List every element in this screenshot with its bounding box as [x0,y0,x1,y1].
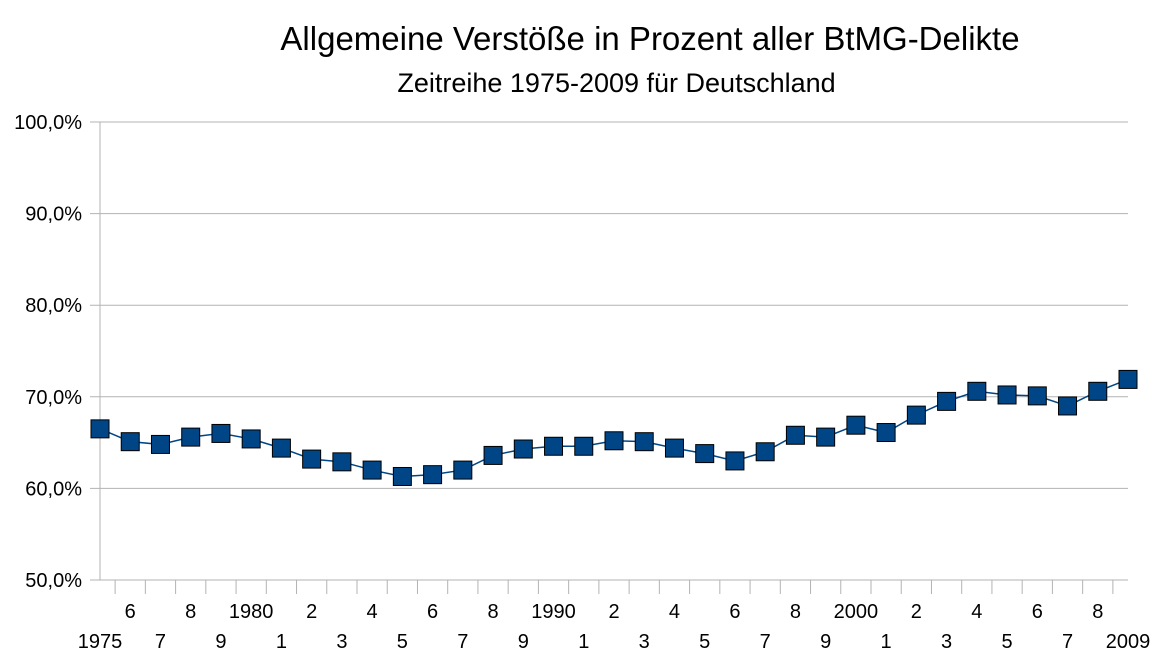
y-tick-label: 80,0% [25,295,82,317]
x-tick-label: 8 [185,601,196,623]
x-tick-label: 8 [487,601,498,623]
y-tick-labels: 50,0% 60,0% 70,0% 80,0% 90,0% 100,0% [14,112,82,592]
data-point [574,436,594,456]
x-tick-label: 9 [820,631,831,653]
data-point [332,452,352,472]
x-tick-label: 7 [760,631,771,653]
x-tick-label: 7 [457,631,468,653]
data-point [906,405,926,425]
x-tick-label: 2 [608,601,619,623]
data-point [604,431,624,451]
data-point [634,432,654,452]
chart-subtitle: Zeitreihe 1975-2009 für Deutschland [397,68,836,98]
data-point [423,465,443,485]
gridlines [90,121,1128,581]
x-tick-label: 9 [518,631,529,653]
data-point [937,391,957,411]
data-point [181,427,201,447]
x-tick-label: 3 [336,631,347,653]
x-tick-label: 6 [729,601,740,623]
y-tick-label: 90,0% [25,204,82,226]
data-point [150,434,170,454]
x-tick-label: 8 [1092,601,1103,623]
y-tick-label: 50,0% [25,570,82,592]
x-tick-label: 4 [971,601,982,623]
x-tick-label: 1980 [229,601,274,623]
x-tick-label: 6 [125,601,136,623]
x-tick-label: 3 [639,631,650,653]
data-point [90,419,110,439]
data-point [302,449,322,469]
chart-title: Allgemeine Verstöße in Prozent aller BtM… [280,20,1020,57]
x-tick-label: 7 [155,631,166,653]
data-point [483,445,503,465]
data-point [816,427,836,447]
data-point [513,439,533,459]
data-point [120,432,140,452]
data-point [1118,369,1138,389]
x-tick-label: 4 [669,601,680,623]
y-tick-label: 100,0% [14,112,82,134]
data-point [211,423,231,443]
x-tick-label: 2000 [834,601,879,623]
y-tick-label: 70,0% [25,387,82,409]
x-tick-label: 6 [1032,601,1043,623]
x-tick-label: 6 [427,601,438,623]
data-point [271,438,291,458]
x-tick-label: 3 [941,631,952,653]
data-point [876,423,896,443]
data-point [241,429,261,449]
data-point [1058,396,1078,416]
data-point [392,466,412,486]
x-tick-label: 7 [1062,631,1073,653]
data-point [785,425,805,445]
axes [99,122,1114,594]
x-tick-label: 2 [306,601,317,623]
data-point [967,381,987,401]
data-point [846,415,866,435]
x-tick-label: 5 [1001,631,1012,653]
data-point [1088,381,1108,401]
data-series [90,369,1138,486]
x-tick-label: 4 [367,601,378,623]
x-tick-label: 2009 [1106,631,1151,653]
x-tick-label: 9 [215,631,226,653]
data-point [755,442,775,462]
data-point [453,460,473,480]
x-tick-labels: 1975678919801234567891990123456789200012… [78,601,1151,653]
data-point [997,385,1017,405]
x-tick-label: 5 [397,631,408,653]
data-point [695,444,715,464]
x-tick-label: 8 [790,601,801,623]
x-tick-label: 2 [911,601,922,623]
data-point [664,438,684,458]
data-point [544,436,564,456]
x-tick-label: 1990 [531,601,576,623]
x-tick-label: 1 [578,631,589,653]
x-tick-label: 1 [276,631,287,653]
data-point [725,451,745,471]
y-tick-label: 60,0% [25,478,82,500]
x-tick-label: 1 [881,631,892,653]
data-point [1027,386,1047,406]
x-tick-label: 1975 [78,631,123,653]
x-tick-label: 5 [699,631,710,653]
data-point [362,460,382,480]
